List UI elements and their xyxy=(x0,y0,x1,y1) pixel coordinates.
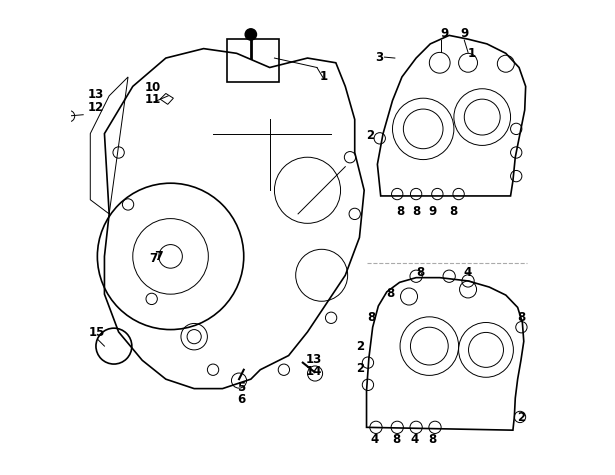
Text: 7: 7 xyxy=(154,250,163,263)
Text: 15: 15 xyxy=(88,326,105,340)
Text: 13: 13 xyxy=(88,88,104,101)
Text: 8: 8 xyxy=(412,205,420,218)
Text: 8: 8 xyxy=(367,311,375,324)
Text: 14: 14 xyxy=(306,365,322,378)
Text: 9: 9 xyxy=(440,27,448,40)
Circle shape xyxy=(245,29,256,40)
Text: 2: 2 xyxy=(517,411,525,424)
Text: 6: 6 xyxy=(237,393,245,407)
Text: 3: 3 xyxy=(375,51,383,64)
Text: 4: 4 xyxy=(411,433,419,446)
Text: 1: 1 xyxy=(320,70,328,84)
Text: 8: 8 xyxy=(386,287,394,300)
Text: 1: 1 xyxy=(468,47,476,60)
Text: 2: 2 xyxy=(367,129,375,142)
Text: 5: 5 xyxy=(237,381,245,394)
Text: 13: 13 xyxy=(306,353,322,366)
Text: 8: 8 xyxy=(449,205,457,218)
Text: 8: 8 xyxy=(417,266,425,279)
Text: 9: 9 xyxy=(428,205,436,218)
Text: 11: 11 xyxy=(145,93,161,106)
Text: 9: 9 xyxy=(460,27,469,40)
Text: 8: 8 xyxy=(396,205,404,218)
Text: 2: 2 xyxy=(356,362,365,375)
Text: 7: 7 xyxy=(149,252,157,265)
Text: 8: 8 xyxy=(392,433,400,446)
Text: 10: 10 xyxy=(145,81,161,94)
Text: 4: 4 xyxy=(464,266,472,279)
Text: 4: 4 xyxy=(371,433,379,446)
Text: 8: 8 xyxy=(429,433,437,446)
Text: 12: 12 xyxy=(88,101,104,114)
Text: 2: 2 xyxy=(356,340,365,352)
Text: 8: 8 xyxy=(517,311,526,324)
